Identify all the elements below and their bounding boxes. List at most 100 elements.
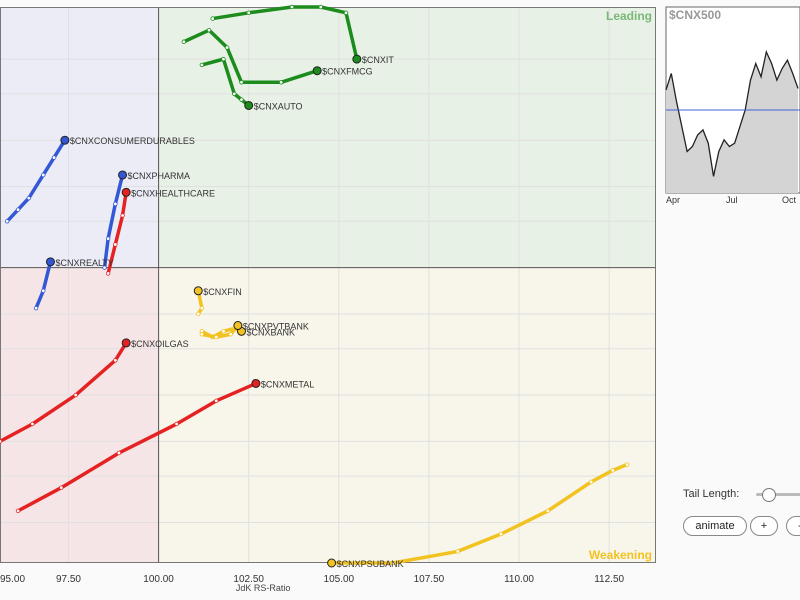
series-head-marker[interactable]	[244, 100, 254, 110]
tail-point	[206, 27, 212, 33]
quadrant-label-leading: Leading	[606, 9, 652, 23]
tail-point	[120, 213, 125, 218]
quadrant-bottom-left	[0, 267, 159, 563]
tail-point	[41, 288, 46, 293]
tail-point	[390, 560, 396, 566]
x-tick-label: 100.00	[143, 574, 174, 585]
series-label: $CNXAUTO	[254, 101, 303, 111]
x-tick-label: 102.50	[233, 574, 264, 585]
animate-button[interactable]: animate	[683, 516, 747, 536]
x-axis-label: JdK RS-Ratio	[236, 583, 291, 593]
tail-point	[105, 236, 111, 241]
mini-chart-x-tick-label: Oct	[782, 195, 797, 205]
tail-point	[33, 305, 39, 311]
step-forward-button[interactable]: +	[750, 516, 778, 536]
tail-point	[624, 462, 630, 467]
tail-point	[26, 195, 32, 201]
tail-point	[113, 358, 118, 363]
series-label: $CNXPVTBANK	[243, 322, 309, 332]
tail-point	[278, 80, 284, 85]
tail-point	[15, 508, 21, 514]
quadrant-top-left	[0, 7, 159, 268]
tail-point	[232, 91, 237, 97]
series-head-marker[interactable]	[121, 187, 131, 197]
tail-point	[41, 172, 46, 178]
tail-length-slider[interactable]	[756, 493, 800, 496]
series-head-marker[interactable]	[60, 135, 70, 145]
mini-chart-line	[665, 49, 799, 177]
quadrant-bottom-right	[158, 267, 657, 563]
rrg-chart: Leading Weakening 95.00 97.50 100.00 102.50 10…	[0, 4, 657, 593]
x-tick-label: 95.00	[0, 574, 25, 585]
series-head-marker[interactable]	[327, 558, 337, 568]
tail-point	[199, 305, 205, 311]
tail-point	[610, 468, 615, 473]
mini-chart-x-tick-label: Jul	[726, 195, 738, 205]
series-tail	[200, 323, 240, 339]
series-head-marker[interactable]	[121, 338, 131, 348]
tail-point	[113, 242, 118, 247]
x-tick-label: 112.50	[594, 574, 624, 585]
tail-point	[239, 80, 244, 85]
series-label: $CNXCONSUMERDURABLES	[70, 136, 195, 146]
series-label: $CNXIT	[362, 55, 395, 65]
mini-chart-title: $CNX500	[669, 8, 721, 22]
tail-point	[5, 219, 10, 224]
tail-point	[15, 207, 21, 212]
series-label: $CNXFIN	[203, 287, 242, 297]
x-tick-label: 97.50	[56, 574, 81, 585]
x-tick-label: 107.50	[414, 574, 445, 585]
series-label: $CNXOILGAS	[131, 339, 189, 349]
mini-chart-area	[666, 51, 798, 194]
tail-point	[199, 332, 205, 337]
tail-point	[116, 450, 122, 456]
benchmark-mini-chart: $CNX500 Apr Jul Oct	[665, 6, 800, 205]
tail-point	[196, 311, 201, 317]
tail-point	[246, 10, 251, 15]
series-head-marker[interactable]	[352, 54, 362, 64]
series-head-marker[interactable]	[312, 66, 322, 76]
tail-point	[588, 479, 594, 485]
series-head-marker[interactable]	[45, 257, 55, 267]
quadrant-label-weakening: Weakening	[589, 548, 652, 562]
series-tail	[106, 190, 128, 276]
step-back-button[interactable]: -	[786, 516, 800, 536]
tail-point	[51, 155, 57, 160]
tail-point	[318, 4, 323, 10]
tail-point	[498, 531, 504, 537]
tail-point	[113, 201, 118, 207]
tail-point	[289, 4, 295, 10]
series-tail	[5, 138, 67, 224]
series-head-marker[interactable]	[251, 378, 261, 388]
tail-point	[105, 271, 111, 276]
tail-length-label: Tail Length:	[683, 488, 740, 500]
tail-point	[174, 421, 179, 427]
series-head-marker[interactable]	[118, 170, 128, 180]
tail-point	[73, 392, 78, 398]
tail-point	[210, 16, 215, 21]
series-head-marker[interactable]	[233, 321, 243, 331]
series-label: $CNXPSUBANK	[337, 559, 404, 569]
tail-point	[455, 549, 460, 554]
quadrant-top-right	[158, 7, 657, 268]
tail-point	[0, 439, 3, 444]
series-label: $CNXHEALTHCARE	[131, 188, 215, 198]
series-tail	[16, 381, 258, 513]
tail-length-slider-handle[interactable]	[762, 488, 776, 502]
tail-point	[199, 62, 205, 68]
tail-point	[545, 508, 551, 514]
tail-point	[214, 398, 219, 404]
tail-point	[181, 39, 187, 44]
series-tail	[210, 5, 359, 61]
series-label: $CNXBANK	[246, 327, 295, 337]
mini-chart-x-tick-label: Apr	[666, 195, 680, 205]
tail-point	[228, 332, 233, 337]
tail-point	[224, 45, 230, 50]
tail-point	[343, 10, 349, 15]
series-head-marker[interactable]	[193, 286, 203, 296]
tail-point	[214, 334, 219, 340]
series-label: $CNXREALTY	[55, 258, 113, 268]
series-label: $CNXMETAL	[261, 379, 314, 389]
tail-point	[30, 421, 35, 427]
tail-point	[221, 329, 226, 334]
